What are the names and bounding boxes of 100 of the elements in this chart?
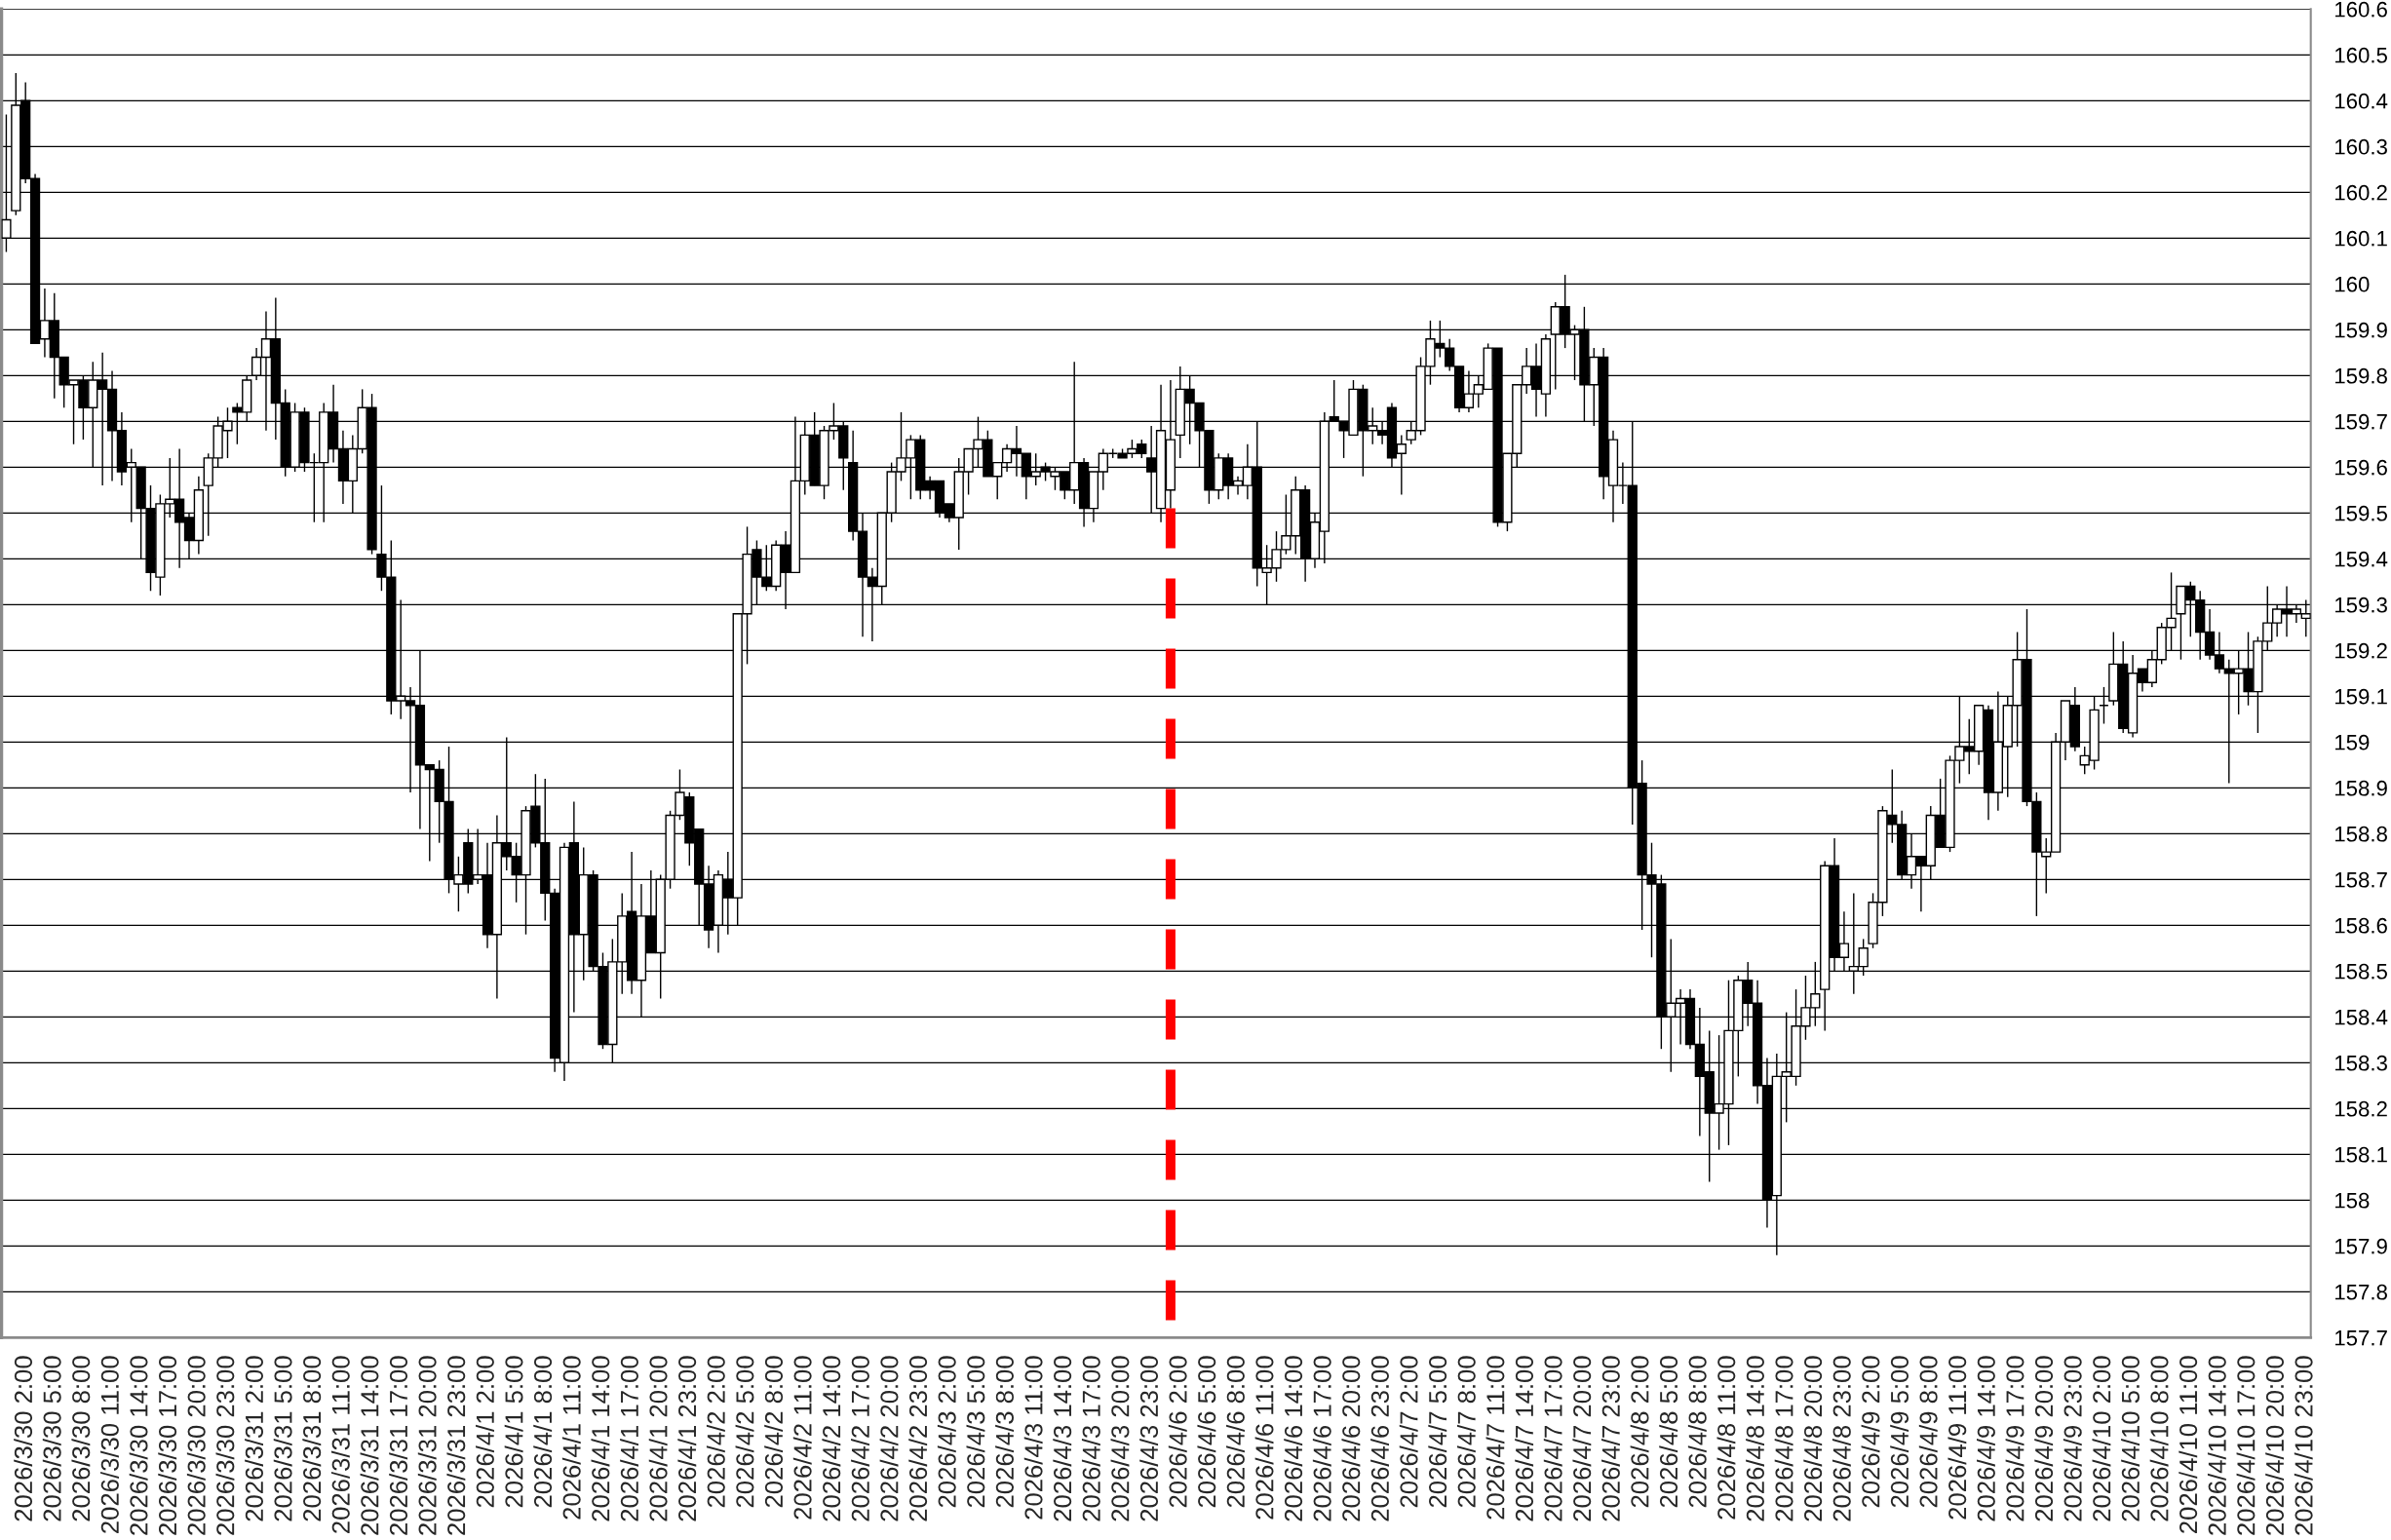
x-tick-label: 2026/3/30 11:00	[100, 1356, 119, 1533]
x-tick-label: 2026/3/31 5:00	[273, 1356, 292, 1521]
x-tick-label: 2026/4/1 23:00	[677, 1356, 697, 1521]
x-tick-label: 2026/4/1 11:00	[561, 1356, 581, 1520]
x-tick-label: 2026/4/2 8:00	[764, 1356, 784, 1508]
x-tick-label: 2026/4/6 17:00	[1312, 1356, 1331, 1521]
y-tick-label: 159.1	[2335, 688, 2387, 705]
x-tick-label: 2026/4/2 14:00	[822, 1356, 841, 1521]
x-tick-label: 2026/4/9 11:00	[1948, 1356, 1967, 1520]
y-tick-label: 160.3	[2335, 138, 2387, 155]
x-tick-label: 2026/4/6 8:00	[1226, 1356, 1245, 1508]
y-tick-label: 160	[2335, 276, 2370, 292]
x-tick-label: 2026/4/1 17:00	[620, 1356, 638, 1521]
x-tick-label: 2026/4/8 2:00	[1630, 1356, 1649, 1508]
x-tick-label: 2026/4/9 5:00	[1890, 1356, 1909, 1508]
x-tick-label: 2026/4/6 14:00	[1284, 1356, 1303, 1521]
x-tick-label: 2026/4/8 11:00	[1716, 1356, 1736, 1520]
x-tick-label: 2026/4/3 14:00	[1053, 1356, 1072, 1521]
y-tick-label: 158.3	[2335, 1055, 2387, 1071]
y-tick-label: 159.8	[2335, 367, 2387, 384]
x-tick-label: 2026/4/8 8:00	[1687, 1356, 1707, 1508]
y-tick-label: 159.3	[2335, 597, 2387, 613]
x-tick-label: 2026/4/8 23:00	[1832, 1356, 1851, 1521]
x-tick-label: 2026/4/7 20:00	[1572, 1356, 1592, 1521]
x-tick-label: 2026/4/6 11:00	[1254, 1356, 1274, 1520]
x-tick-label: 2026/4/1 2:00	[476, 1356, 494, 1508]
x-tick-label: 2026/3/30 20:00	[186, 1356, 206, 1535]
y-tick-label: 160.5	[2335, 47, 2387, 63]
x-tick-label: 2026/4/3 5:00	[966, 1356, 985, 1508]
x-tick-label: 2026/4/8 14:00	[1746, 1356, 1764, 1521]
x-tick-label: 2026/4/6 23:00	[1370, 1356, 1389, 1521]
x-tick-label: 2026/4/7 11:00	[1485, 1356, 1505, 1520]
x-tick-label: 2026/4/9 2:00	[1861, 1356, 1880, 1508]
y-tick-label: 157.9	[2335, 1238, 2387, 1254]
x-tick-label: 2026/4/2 2:00	[706, 1356, 725, 1508]
x-tick-label: 2026/3/31 8:00	[302, 1356, 322, 1521]
x-tick-label: 2026/4/10 14:00	[2207, 1356, 2226, 1535]
x-tick-label: 2026/3/30 8:00	[71, 1356, 91, 1521]
x-tick-label: 2026/4/9 8:00	[1918, 1356, 1938, 1508]
x-tick-label: 2026/4/7 8:00	[1456, 1356, 1476, 1508]
x-tick-label: 2026/4/9 14:00	[1977, 1356, 1995, 1521]
x-tick-label: 2026/4/10 11:00	[2179, 1356, 2198, 1533]
x-tick-label: 2026/3/31 2:00	[245, 1356, 263, 1521]
y-tick-label: 158	[2335, 1192, 2370, 1209]
y-tick-label: 158.9	[2335, 780, 2387, 796]
x-tick-label: 2026/4/9 17:00	[2005, 1356, 2025, 1521]
y-tick-label: 158.2	[2335, 1100, 2387, 1117]
x-tick-label: 2026/3/30 2:00	[14, 1356, 33, 1521]
y-tick-label: 159.7	[2335, 413, 2387, 430]
x-tick-label: 2026/4/3 11:00	[1023, 1356, 1043, 1520]
x-tick-label: 2026/4/2 17:00	[851, 1356, 869, 1521]
y-tick-label: 159.9	[2335, 322, 2387, 338]
x-tick-label: 2026/4/6 5:00	[1197, 1356, 1216, 1508]
x-tick-label: 2026/3/31 11:00	[330, 1356, 350, 1533]
x-tick-label: 2026/4/10 8:00	[2149, 1356, 2169, 1521]
x-tick-label: 2026/4/2 20:00	[879, 1356, 899, 1521]
x-tick-label: 2026/3/31 23:00	[446, 1356, 466, 1535]
y-tick-label: 158.8	[2335, 826, 2387, 842]
x-tick-label: 2026/3/30 23:00	[215, 1356, 235, 1535]
x-tick-label: 2026/4/7 23:00	[1601, 1356, 1620, 1521]
x-tick-label: 2026/4/6 2:00	[1168, 1356, 1187, 1508]
x-tick-label: 2026/3/30 17:00	[158, 1356, 177, 1535]
x-tick-label: 2026/4/1 20:00	[648, 1356, 668, 1521]
x-tick-label: 2026/4/10 17:00	[2236, 1356, 2256, 1535]
x-tick-label: 2026/4/7 2:00	[1399, 1356, 1418, 1508]
y-tick-label: 160.2	[2335, 184, 2387, 201]
x-tick-label: 2026/4/10 23:00	[2294, 1356, 2313, 1535]
x-tick-label: 2026/4/7 14:00	[1515, 1356, 1534, 1521]
x-tick-label: 2026/4/2 23:00	[908, 1356, 928, 1521]
x-tick-label: 2026/4/10 5:00	[2121, 1356, 2140, 1521]
x-tick-label: 2026/4/6 20:00	[1341, 1356, 1361, 1521]
x-tick-label: 2026/3/31 14:00	[360, 1356, 379, 1535]
y-tick-label: 158.7	[2335, 871, 2387, 888]
x-tick-label: 2026/4/1 14:00	[591, 1356, 610, 1521]
y-tick-label: 159.6	[2335, 459, 2387, 476]
x-tick-label: 2026/4/9 20:00	[2034, 1356, 2054, 1521]
y-tick-label: 157.8	[2335, 1284, 2387, 1300]
x-tick-label: 2026/4/8 20:00	[1803, 1356, 1823, 1521]
x-tick-label: 2026/4/1 5:00	[504, 1356, 523, 1508]
x-tick-label: 2026/3/30 5:00	[42, 1356, 61, 1521]
x-tick-label: 2026/4/7 17:00	[1543, 1356, 1562, 1521]
x-tick-label: 2026/4/8 17:00	[1774, 1356, 1793, 1521]
y-tick-label: 157.7	[2335, 1330, 2387, 1346]
y-tick-label: 158.6	[2335, 917, 2387, 934]
x-tick-label: 2026/3/30 14:00	[129, 1356, 148, 1535]
x-tick-label: 2026/4/7 5:00	[1428, 1356, 1447, 1508]
y-tick-label: 160.4	[2335, 93, 2388, 109]
y-tick-label: 159	[2335, 734, 2370, 751]
x-tick-label: 2026/4/2 11:00	[792, 1356, 812, 1520]
x-tick-label: 2026/4/9 23:00	[2063, 1356, 2082, 1521]
x-tick-label: 2026/4/10 20:00	[2265, 1356, 2285, 1535]
x-tick-label: 2026/3/31 20:00	[417, 1356, 437, 1535]
x-tick-label: 2026/4/3 2:00	[937, 1356, 956, 1508]
y-tick-label: 159.5	[2335, 505, 2387, 521]
x-tick-label: 2026/4/3 20:00	[1110, 1356, 1130, 1521]
x-tick-label: 2026/4/8 5:00	[1659, 1356, 1678, 1508]
y-tick-label: 160.1	[2335, 230, 2387, 247]
y-tick-label: 158.1	[2335, 1146, 2387, 1163]
x-tick-label: 2026/4/10 2:00	[2092, 1356, 2111, 1521]
x-tick-label: 2026/4/3 23:00	[1139, 1356, 1159, 1521]
